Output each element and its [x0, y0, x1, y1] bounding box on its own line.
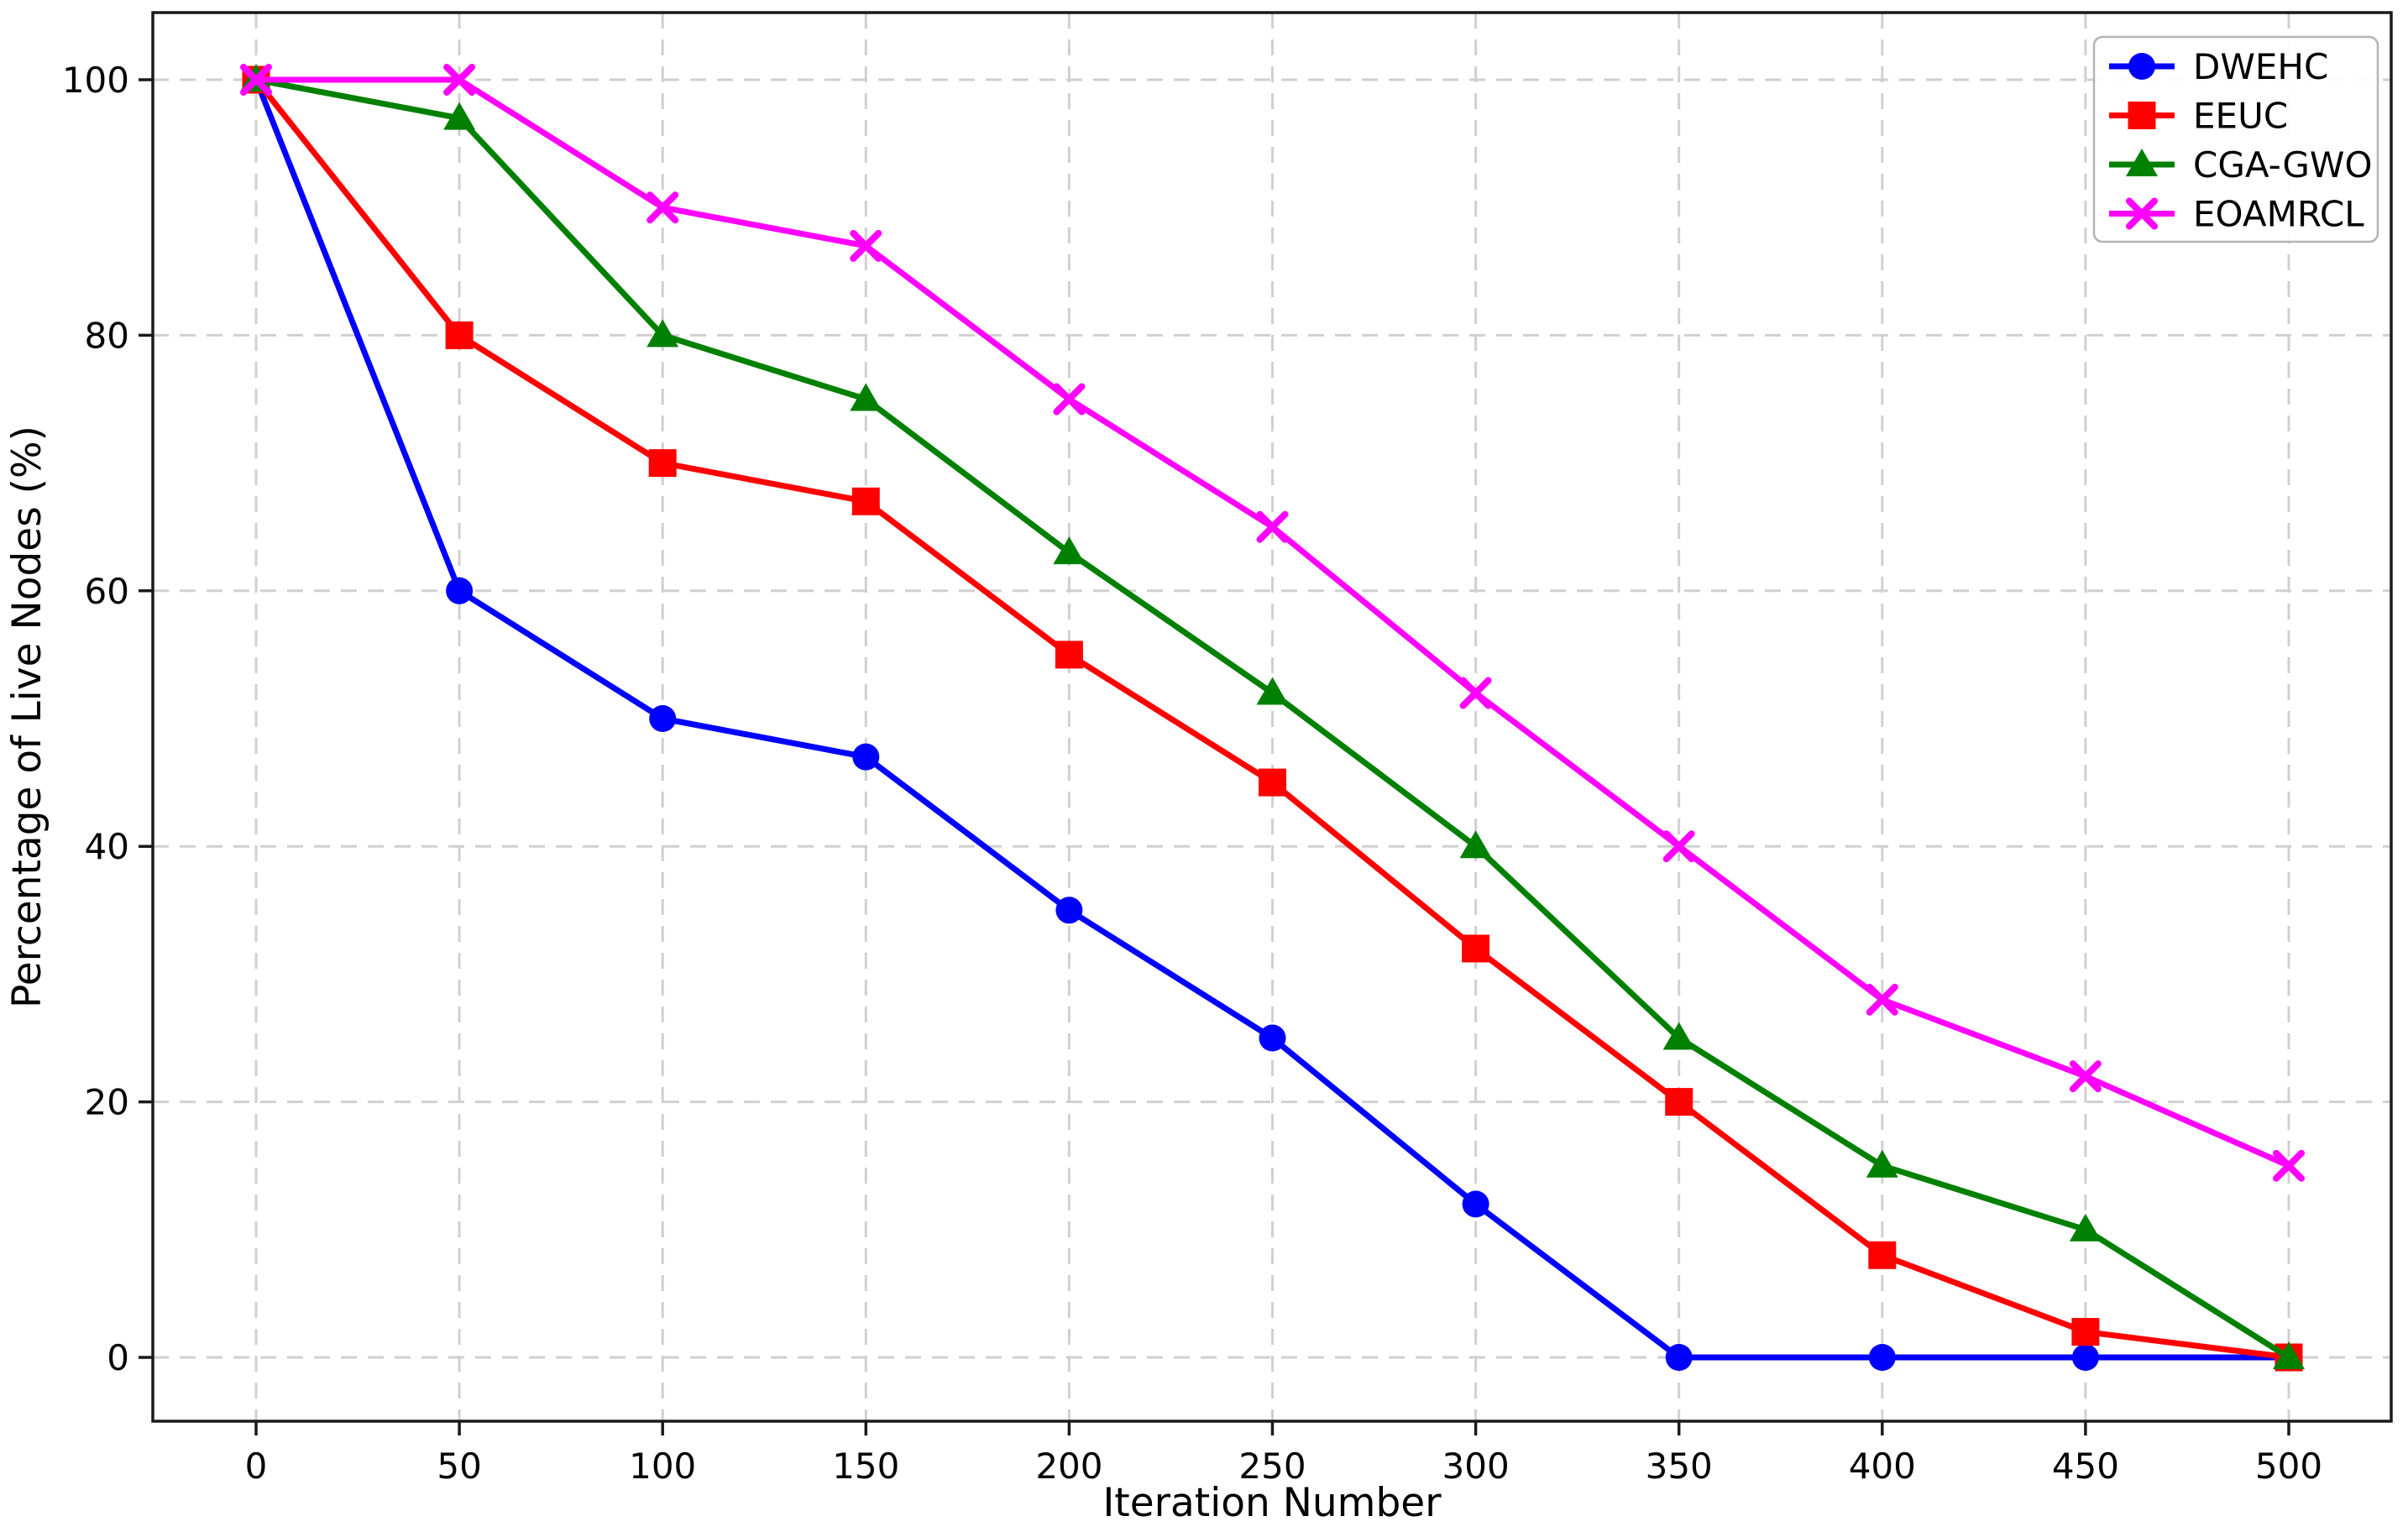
- triangle-marker: [1256, 677, 1289, 705]
- series-eoamrcl: [240, 64, 2305, 1182]
- x-tick-label: 450: [2052, 1446, 2119, 1487]
- x-marker: [1866, 983, 1898, 1016]
- triangle-marker: [2273, 1341, 2305, 1369]
- tick-labels: 0 50 100 150 200 250 300 350 400 450 500 0 20 40 60 80 1…: [62, 60, 2322, 1487]
- circle-marker: [649, 705, 677, 732]
- y-tick-label: 60: [85, 571, 129, 612]
- triangle-marker: [850, 383, 882, 411]
- y-axis-title: Percentage of Live Nodes (%): [4, 426, 50, 1008]
- x-marker: [443, 64, 476, 96]
- legend-item-eoamrcl: EOAMRCL: [2109, 194, 2364, 235]
- square-marker: [1259, 768, 1286, 797]
- x-tick-label: 300: [1442, 1446, 1510, 1487]
- circle-marker: [1868, 1344, 1896, 1371]
- triangle-marker: [443, 102, 476, 130]
- x-tick-label: 500: [2255, 1446, 2322, 1487]
- x-marker: [646, 191, 679, 224]
- axis-ticks: [139, 78, 2290, 1435]
- triangle-marker: [1866, 1149, 1898, 1178]
- triangle-marker: [2126, 149, 2158, 176]
- square-marker: [851, 487, 880, 515]
- square-marker: [2071, 1318, 2100, 1346]
- x-marker: [1256, 510, 1289, 543]
- square-marker: [445, 321, 474, 349]
- x-tick-label: 200: [1035, 1446, 1102, 1487]
- circle-marker: [446, 577, 474, 604]
- triangle-marker: [1053, 536, 1086, 565]
- circle-marker: [852, 743, 880, 771]
- x-tick-label: 250: [1238, 1446, 1306, 1487]
- legend-label: EOAMRCL: [2193, 194, 2364, 235]
- legend-label: EEUC: [2193, 96, 2288, 137]
- circle-marker: [1462, 1190, 1489, 1218]
- x-marker: [1662, 830, 1695, 863]
- legend-item-dwehc: DWEHC: [2109, 46, 2328, 87]
- legend-label: CGA-GWO: [2193, 144, 2373, 186]
- square-marker: [1665, 1088, 1693, 1116]
- x-marker: [2069, 1060, 2102, 1093]
- square-marker: [1868, 1241, 1897, 1269]
- square-marker: [1055, 641, 1083, 669]
- gridlines: [153, 13, 2391, 1421]
- x-tick-label: 0: [245, 1446, 268, 1487]
- legend-box: [2092, 35, 2379, 243]
- x-tick-label: 100: [629, 1446, 696, 1487]
- triangle-marker: [1459, 830, 1492, 859]
- circle-marker: [2071, 1344, 2099, 1371]
- legend-item-cga-gwo: CGA-GWO: [2109, 144, 2373, 186]
- x-tick-label: 400: [1849, 1446, 1916, 1487]
- legend-label: DWEHC: [2193, 46, 2328, 87]
- x-marker: [1459, 677, 1492, 709]
- x-marker: [2273, 1149, 2305, 1182]
- circle-marker: [1665, 1344, 1693, 1371]
- y-tick-label: 80: [85, 315, 129, 356]
- legend: DWEHC EEUC CGA-GWO EOAMRCL: [2092, 35, 2379, 243]
- x-marker: [850, 229, 882, 262]
- x-marker: [2126, 197, 2158, 230]
- y-tick-label: 0: [107, 1337, 129, 1378]
- y-tick-label: 20: [85, 1082, 129, 1123]
- square-marker: [2128, 102, 2156, 129]
- circle-marker: [1055, 897, 1083, 924]
- legend-item-eeuc: EEUC: [2109, 96, 2288, 137]
- x-tick-label: 150: [832, 1446, 899, 1487]
- x-axis-title: Iteration Number: [1102, 1480, 1442, 1526]
- x-marker: [240, 64, 272, 96]
- y-tick-label: 100: [62, 60, 129, 101]
- circle-marker: [1259, 1024, 1286, 1052]
- x-tick-label: 50: [437, 1446, 481, 1487]
- triangle-marker: [1662, 1022, 1695, 1050]
- circle-marker: [2128, 53, 2155, 80]
- square-marker: [1462, 934, 1490, 963]
- triangle-marker: [2069, 1213, 2102, 1242]
- square-marker: [648, 449, 677, 478]
- triangle-marker: [646, 319, 679, 348]
- y-tick-label: 40: [85, 826, 129, 867]
- x-marker: [1053, 383, 1086, 416]
- x-tick-label: 350: [1646, 1446, 1713, 1487]
